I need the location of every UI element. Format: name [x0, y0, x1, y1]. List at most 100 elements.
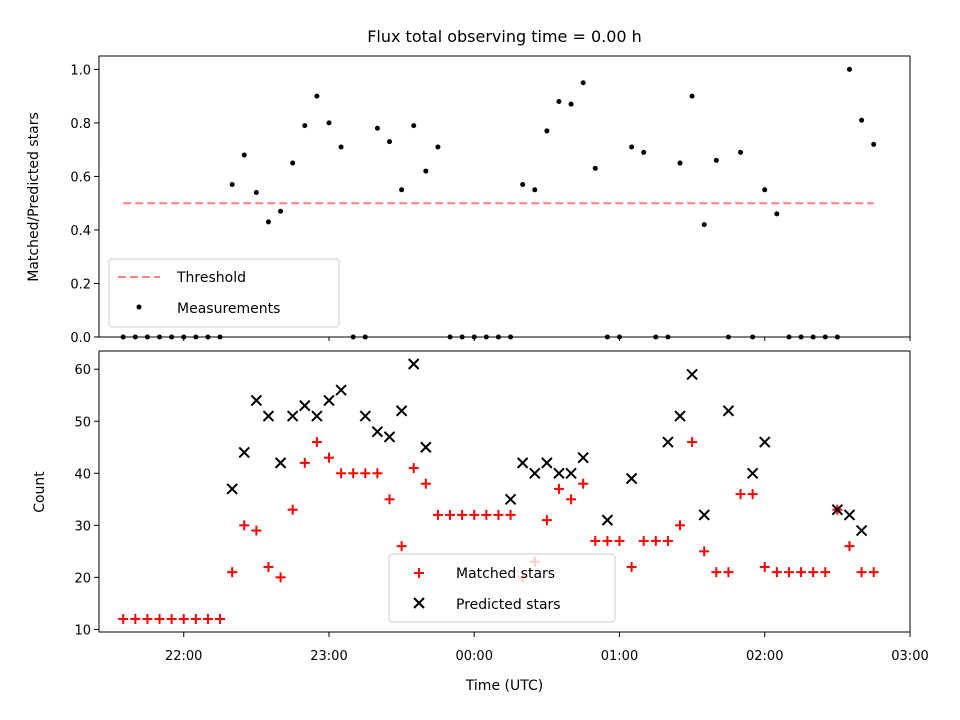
matched-star-point: [311, 437, 322, 448]
predicted-star-point: [299, 399, 311, 412]
predicted-star-point: [855, 524, 868, 537]
predicted-star-point: [250, 394, 263, 407]
matched-star-point: [202, 613, 213, 624]
measurement-point: [786, 334, 792, 340]
legend-predicted-label: Predicted stars: [456, 597, 561, 613]
bottom-y-axis-label: Count: [32, 471, 48, 513]
measurement-point: [399, 187, 405, 193]
matched-star-point: [287, 504, 298, 515]
predicted-star-point: [420, 441, 432, 453]
measurement-point: [326, 120, 332, 126]
measurement-point: [641, 149, 647, 155]
predicted-stars-points: [226, 358, 868, 537]
predicted-star-point: [516, 457, 529, 469]
bottom-x-tick-label: 00:00: [456, 649, 493, 664]
measurement-point: [653, 334, 659, 340]
top-panel: 0.0 0.2 0.4 0.6 0.8 1.0 Matched/Predicted sta…: [26, 55, 911, 346]
top-y-ticks: 0.0 0.2 0.4 0.6 0.8 1.0: [70, 63, 99, 346]
measurement-point: [229, 181, 235, 187]
measurement-point: [846, 66, 852, 72]
predicted-star-point: [759, 436, 771, 448]
predicted-star-point: [843, 509, 856, 521]
top-y-tick-label: 0.2: [70, 277, 91, 292]
predicted-star-point: [395, 405, 408, 417]
matched-star-point: [190, 613, 201, 624]
measurement-point: [871, 141, 877, 147]
predicted-star-point: [601, 514, 614, 526]
matched-star-point: [469, 509, 480, 520]
matched-star-point: [372, 468, 383, 479]
predicted-star-point: [286, 410, 299, 422]
measurement-point: [290, 160, 296, 166]
bottom-legend: Matched stars Predicted stars: [388, 553, 616, 623]
measurement-point: [265, 219, 271, 225]
matched-star-point: [662, 535, 673, 546]
bottom-y-tick-label: 40: [74, 467, 91, 482]
bottom-y-tick-label: 30: [74, 519, 91, 534]
matched-star-point: [844, 541, 855, 552]
measurement-point: [144, 334, 150, 340]
legend-threshold-label: Threshold: [176, 270, 246, 286]
legend-matched-swatch: [414, 568, 424, 578]
top-y-tick-label: 0.0: [70, 331, 91, 346]
matched-star-point: [796, 567, 807, 578]
matched-star-point: [699, 546, 710, 557]
measurement-point: [629, 144, 635, 150]
measurement-point: [447, 334, 453, 340]
matched-star-point: [675, 520, 686, 531]
predicted-star-point: [311, 410, 323, 422]
bottom-y-tick-label: 20: [74, 571, 91, 586]
matched-star-point: [154, 613, 165, 624]
measurement-point: [362, 334, 368, 340]
matched-star-point: [275, 572, 286, 583]
measurement-point: [387, 139, 393, 145]
matched-star-point: [626, 561, 637, 572]
matched-star-point: [384, 494, 395, 505]
top-y-tick-label: 0.6: [70, 170, 91, 185]
predicted-star-point: [625, 472, 638, 485]
measurement-point: [616, 334, 622, 340]
bottom-x-tick-label: 01:00: [601, 649, 638, 664]
predicted-star-point: [662, 436, 674, 448]
measurement-point: [556, 98, 562, 104]
measurement-point: [532, 187, 538, 193]
predicted-star-point: [722, 405, 735, 417]
measurement-points: [120, 66, 877, 340]
matched-star-point: [336, 468, 347, 479]
measurement-point: [483, 334, 489, 340]
predicted-star-point: [226, 483, 238, 495]
chart-title: Flux total observing time = 0.00 h: [367, 27, 642, 46]
predicted-star-point: [746, 467, 759, 479]
matched-star-point: [711, 567, 722, 578]
measurement-point: [520, 181, 526, 187]
legend-measurements-label: Measurements: [177, 301, 280, 317]
predicted-star-point: [371, 425, 384, 438]
measurement-point: [338, 144, 344, 150]
predicted-star-point: [359, 410, 372, 422]
matched-star-point: [493, 509, 504, 520]
predicted-star-point: [238, 446, 250, 459]
matched-star-point: [445, 509, 456, 520]
predicted-star-point: [529, 467, 541, 479]
measurement-point: [701, 222, 707, 228]
matched-star-point: [130, 613, 141, 624]
measurement-point: [495, 334, 501, 340]
bottom-panel: 10 20 30 40 50 60 22:00 23:00 00:00 01:00 02:00 03…: [32, 350, 929, 694]
matched-star-point: [723, 567, 734, 578]
matched-star-point: [783, 567, 794, 578]
measurement-point: [411, 123, 417, 129]
measurement-point: [750, 334, 756, 340]
measurement-point: [435, 144, 441, 150]
bottom-x-tick-label: 03:00: [891, 649, 928, 664]
matched-star-point: [602, 535, 613, 546]
measurement-point: [568, 101, 574, 107]
matched-star-point: [348, 468, 359, 479]
measurement-point: [193, 334, 199, 340]
measurement-point: [205, 334, 211, 340]
matched-star-point: [650, 535, 661, 546]
measurement-point: [459, 334, 465, 340]
matched-star-point: [323, 452, 334, 463]
measurement-point: [822, 334, 828, 340]
measurement-point: [278, 208, 284, 214]
